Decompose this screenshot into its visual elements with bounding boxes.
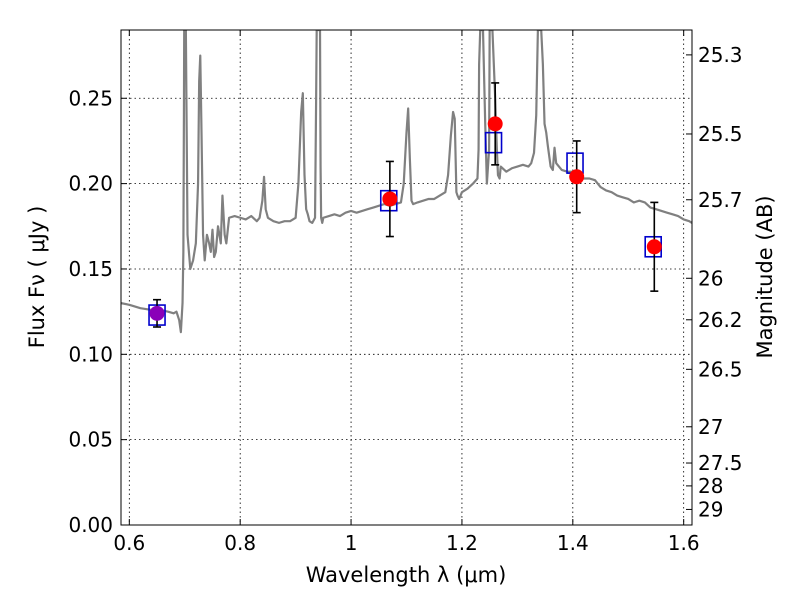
x-tick-label: 1.6 [668, 531, 700, 555]
mag-tick-label: 26.2 [698, 308, 743, 332]
y-tick-label: 0.20 [68, 172, 113, 196]
x-tick-label: 0.6 [113, 531, 145, 555]
axis-ticks: 0.6 0.8 1 1.2 1.4 1.6 0.00 0.05 0.10 0.15 0.20 0.25… [68, 30, 743, 555]
y-axis-right-label: Magnitude (AB) [753, 195, 777, 358]
x-tick-label: 1.4 [557, 531, 589, 555]
x-tick-label: 1.2 [446, 531, 478, 555]
observed-point [646, 239, 662, 255]
mag-tick-label: 25.3 [698, 43, 743, 67]
observed-point [487, 116, 503, 132]
y-tick-label: 0.15 [68, 257, 113, 281]
model-photometry-square [484, 131, 503, 154]
mag-tick-label: 26.5 [698, 357, 743, 381]
y-tick-label: 0.05 [68, 428, 113, 452]
mag-tick-label: 25.7 [698, 188, 743, 212]
y-axis-label: Flux Fν ( μJy ) [25, 206, 49, 349]
observed-point [149, 305, 165, 321]
mag-tick-label: 25.5 [698, 122, 743, 146]
y-tick-label: 0.25 [68, 86, 113, 110]
x-axis-label: Wavelength λ (μm) [306, 563, 507, 587]
mag-tick-label: 28 [698, 474, 723, 498]
observed-point [382, 191, 398, 207]
mag-tick-label: 26 [698, 266, 723, 290]
observed-point [569, 169, 585, 185]
x-tick-label: 0.8 [224, 531, 256, 555]
plot-area [121, 30, 692, 334]
mag-tick-label: 27.5 [698, 451, 743, 475]
mag-tick-label: 27 [698, 415, 723, 439]
y-tick-label: 0.10 [68, 342, 113, 366]
y-tick-label: 0.00 [68, 513, 113, 537]
spectrum-line [121, 30, 692, 334]
series-layer [121, 30, 692, 334]
mag-tick-label: 29 [698, 497, 723, 521]
plot-frame [120, 29, 693, 526]
grid-lines [121, 30, 692, 525]
x-tick-label: 1 [345, 531, 358, 555]
